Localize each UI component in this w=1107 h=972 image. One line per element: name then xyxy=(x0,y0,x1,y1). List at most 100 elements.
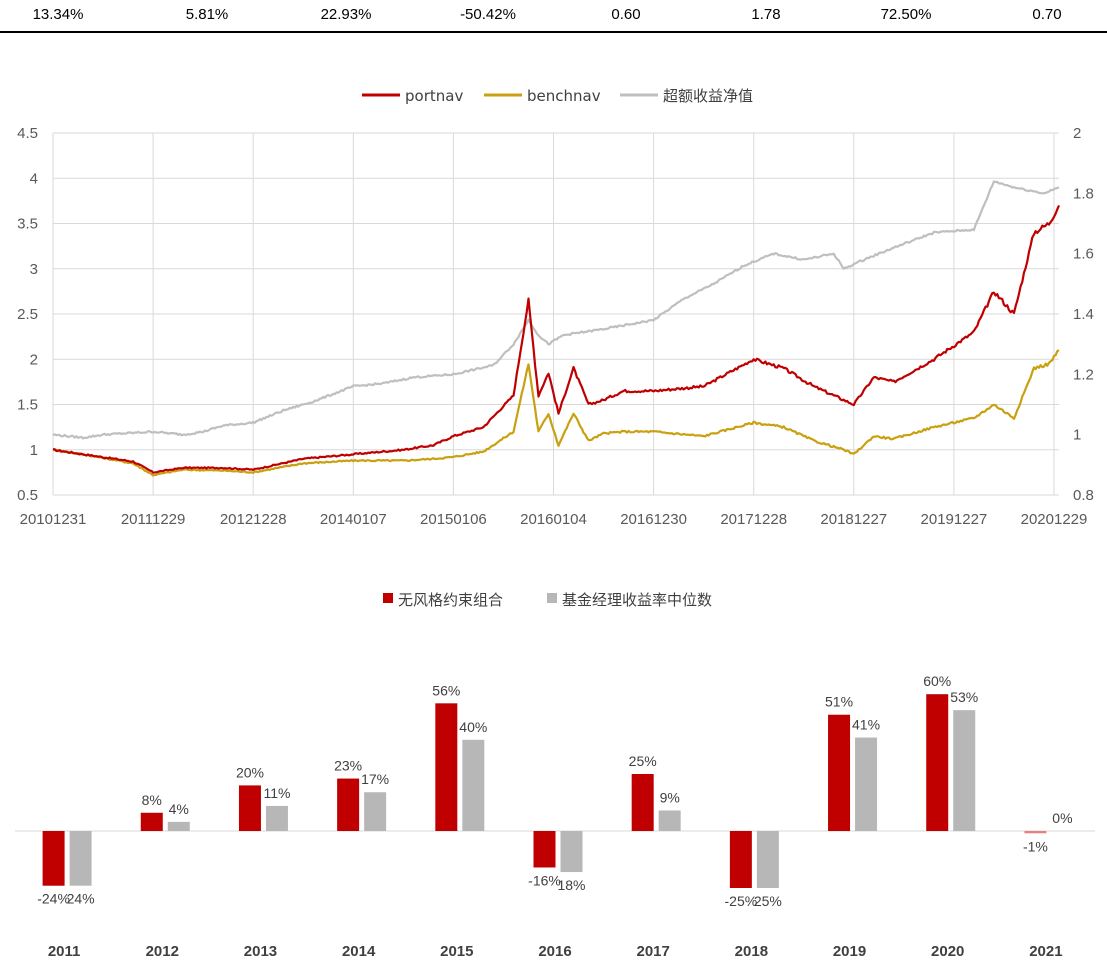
stat-value: -50.42% xyxy=(460,6,516,23)
y-right-tick-label: 1.6 xyxy=(1073,246,1094,263)
bar-portfolio xyxy=(42,831,65,886)
stat-value: 5.81% xyxy=(185,6,229,23)
bar-portfolio xyxy=(926,694,949,831)
x-category-label: 2016 xyxy=(538,943,571,960)
series-line-portnav xyxy=(52,204,1061,474)
bar-portfolio xyxy=(631,774,654,831)
bar-data-label: 60% xyxy=(923,673,951,689)
stats-rule xyxy=(0,31,1107,33)
x-category-label: 2014 xyxy=(342,943,376,960)
x-category-label: 2018 xyxy=(735,943,768,960)
x-tick-label: 20111229 xyxy=(121,511,186,528)
bar-median xyxy=(364,792,387,831)
stat-value: 0.70 xyxy=(1032,6,1062,23)
y-left-tick-label: 3.5 xyxy=(17,216,38,233)
bar-portfolio xyxy=(1024,831,1047,834)
y-left-tick-label: 1.5 xyxy=(17,397,38,414)
y-right-tick-label: 0.8 xyxy=(1073,487,1094,504)
bar-data-label: -25% xyxy=(725,893,758,909)
series-line-excess xyxy=(52,180,1060,440)
x-category-label: 2011 xyxy=(48,943,81,960)
y-right-tick-label: 1.2 xyxy=(1073,366,1094,383)
legend-median-swatch xyxy=(547,593,557,603)
bar-data-label: 11% xyxy=(263,785,290,801)
y-left-tick-label: 1 xyxy=(30,442,38,459)
bar-median xyxy=(756,831,779,888)
bar-median xyxy=(560,831,583,873)
nav-line-chart: 0.5 1 1.5 2 2.5 3 3.5 4 4.5 0.8 1 1.2 1.4 1.6 1.8 2 2010… xyxy=(17,87,1094,528)
bar-portfolio xyxy=(337,778,360,831)
bar-data-label: 0% xyxy=(1052,810,1072,826)
y-left-tick-label: 2.5 xyxy=(17,306,38,323)
bar-median xyxy=(855,737,878,831)
bar-data-label: -24% xyxy=(37,891,70,907)
bar-data-label: 56% xyxy=(432,682,460,698)
x-tick-label: 20150106 xyxy=(420,511,487,528)
bar-data-label: 17% xyxy=(361,771,389,787)
bar-data-label: 18% xyxy=(557,877,585,893)
bar-portfolio xyxy=(533,831,556,868)
y-left-tick-label: 3 xyxy=(30,261,38,278)
bar-portfolio xyxy=(140,812,163,831)
y-left-tick-label: 4 xyxy=(30,170,38,187)
x-category-label: 2019 xyxy=(833,943,866,960)
bar-portfolio xyxy=(828,714,851,831)
y-right-tick-label: 2 xyxy=(1073,125,1081,142)
x-tick-label: 20201229 xyxy=(1021,511,1088,528)
series-line-benchnav xyxy=(52,349,1060,477)
stat-value: 72.50% xyxy=(880,6,932,23)
legend-benchnav-label: benchnav xyxy=(527,87,601,105)
y-right-tick-label: 1.8 xyxy=(1073,185,1094,202)
x-tick-label: 20191227 xyxy=(921,511,988,528)
y-left-tick-label: 2 xyxy=(30,351,38,368)
bar-median xyxy=(658,810,681,831)
bar-data-label: 40% xyxy=(459,719,487,735)
bar-data-label: 25% xyxy=(754,893,782,909)
annual-return-bar-chart: 无风格约束组合 基金经理收益率中位数 -24%24% 2011 8% 4% 2012 20% 1… xyxy=(15,591,1095,960)
x-category-label: 2013 xyxy=(244,943,277,960)
bar-data-label: 9% xyxy=(660,789,680,805)
x-category-label: 2020 xyxy=(931,943,964,960)
bar-median xyxy=(953,710,976,831)
bar-median xyxy=(462,739,485,831)
x-category-label: 2015 xyxy=(440,943,473,960)
bar-data-label: 41% xyxy=(852,717,880,733)
bar-median xyxy=(167,821,190,831)
y-left-tick-label: 4.5 xyxy=(17,125,38,142)
bar-median xyxy=(265,805,288,831)
x-tick-label: 20101231 xyxy=(20,511,87,528)
bar-data-label: 8% xyxy=(142,792,162,808)
bar-data-label: 4% xyxy=(169,801,189,817)
y-right-tick-label: 1.4 xyxy=(1073,306,1094,323)
bar-data-label: 25% xyxy=(629,753,657,769)
bar-portfolio xyxy=(238,785,261,831)
x-tick-label: 20171228 xyxy=(720,511,787,528)
stat-value: 0.60 xyxy=(611,6,641,23)
legend-portfolio-label: 无风格约束组合 xyxy=(398,591,503,609)
x-category-label: 2021 xyxy=(1029,943,1062,960)
stats-row: 13.34% 5.81% 22.93% -50.42% 0.60 1.78 72… xyxy=(0,0,1107,33)
legend-portfolio-swatch xyxy=(383,593,393,603)
bar-data-label: 23% xyxy=(334,758,362,774)
x-tick-label: 20160104 xyxy=(520,511,587,528)
legend-excess-label: 超额收益净值 xyxy=(663,87,753,105)
x-category-label: 2012 xyxy=(146,943,179,960)
bar-data-label: 51% xyxy=(825,694,853,710)
stat-value: 1.78 xyxy=(751,6,781,23)
x-tick-label: 20140107 xyxy=(320,511,387,528)
x-category-label: 2017 xyxy=(636,943,669,960)
legend-portnav-label: portnav xyxy=(405,87,463,105)
legend-median-label: 基金经理收益率中位数 xyxy=(562,591,712,609)
bar-median xyxy=(69,831,92,886)
bar-data-label: 53% xyxy=(950,689,978,705)
y-left-tick-label: 0.5 xyxy=(17,487,38,504)
bar-portfolio xyxy=(729,831,752,888)
x-tick-label: 20181227 xyxy=(820,511,887,528)
stat-value: 22.93% xyxy=(320,6,372,23)
x-tick-label: 20161230 xyxy=(620,511,687,528)
bar-data-label: 20% xyxy=(236,764,264,780)
y-right-tick-label: 1 xyxy=(1073,427,1081,444)
bar-data-label: -1% xyxy=(1023,838,1048,854)
stat-value: 13.34% xyxy=(32,6,84,23)
bar-data-label: 24% xyxy=(67,891,95,907)
